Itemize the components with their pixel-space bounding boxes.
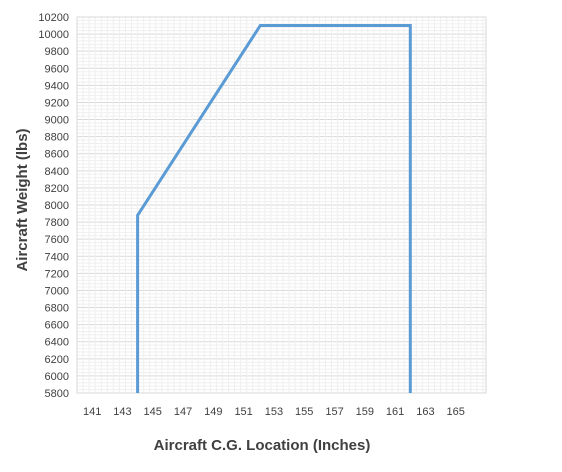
- x-tick-label: 161: [386, 406, 404, 418]
- y-tick-label: 6000: [45, 371, 69, 383]
- x-tick-label: 147: [174, 406, 192, 418]
- y-tick-label: 5800: [45, 388, 69, 400]
- y-tick-label: 6200: [45, 354, 69, 366]
- y-tick-label: 8200: [45, 183, 69, 195]
- y-tick-label: 7800: [45, 217, 69, 229]
- y-tick-label: 9400: [45, 80, 69, 92]
- y-tick-label: 6600: [45, 320, 69, 332]
- x-tick-label: 157: [325, 406, 343, 418]
- y-tick-label: 9200: [45, 97, 69, 109]
- x-tick-label: 145: [144, 406, 162, 418]
- grid: [76, 16, 486, 394]
- x-tick-label: 149: [204, 406, 222, 418]
- y-axis-tick-labels: 5800 6000 6200 6400 6600 6800 7000 7200 7400 7600…: [38, 12, 69, 400]
- y-tick-label: 6400: [45, 337, 69, 349]
- y-tick-label: 10000: [38, 29, 69, 41]
- y-tick-label: 8400: [45, 166, 69, 178]
- series-layer: [136, 24, 412, 393]
- y-tick-label: 9000: [45, 115, 69, 127]
- y-tick-label: 7600: [45, 234, 69, 246]
- x-tick-label: 153: [265, 406, 283, 418]
- x-axis-title: Aircraft C.G. Location (Inches): [154, 437, 371, 454]
- x-tick-label: 159: [356, 406, 374, 418]
- x-tick-label: 165: [447, 406, 465, 418]
- y-tick-label: 8000: [45, 200, 69, 212]
- y-tick-label: 7400: [45, 251, 69, 263]
- y-tick-label: 10200: [38, 12, 69, 24]
- y-tick-label: 9800: [45, 46, 69, 58]
- y-tick-label: 7200: [45, 268, 69, 280]
- x-tick-label: 151: [234, 406, 252, 418]
- cg-envelope-line: [136, 24, 412, 393]
- x-tick-label: 143: [113, 406, 131, 418]
- y-tick-label: 8600: [45, 149, 69, 161]
- y-tick-label: 6800: [45, 303, 69, 315]
- y-axis-title: Aircraft Weight (lbs): [14, 128, 31, 271]
- y-tick-label: 7000: [45, 285, 69, 297]
- x-tick-label: 155: [295, 406, 313, 418]
- x-tick-label: 163: [416, 406, 434, 418]
- x-tick-label: 141: [83, 406, 101, 418]
- y-tick-label: 9600: [45, 63, 69, 75]
- y-tick-label: 8800: [45, 132, 69, 144]
- plot-area-frame: [76, 16, 487, 394]
- x-axis-tick-labels: 141 143 145 147 149 151 153 155 157 159 161 163 165: [83, 406, 465, 418]
